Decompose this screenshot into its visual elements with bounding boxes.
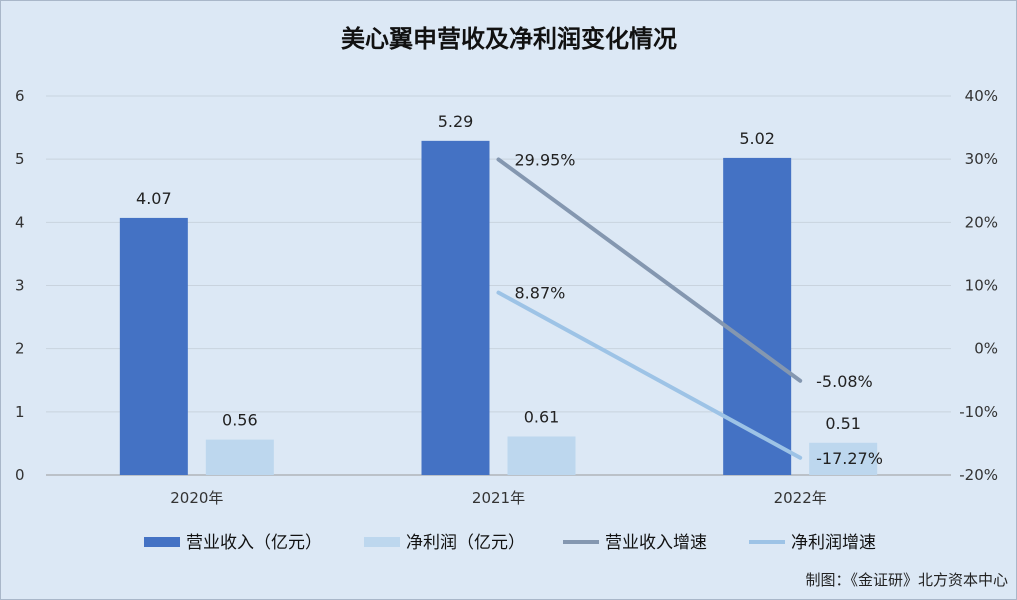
bar: [119, 217, 188, 475]
bar-data-label: 0.51: [825, 414, 861, 433]
y-tick-label: 2: [15, 340, 25, 358]
growth-lines: [496, 157, 803, 460]
y-tick-label: 4: [15, 213, 25, 231]
bar: [809, 442, 878, 475]
y-tick-label: 5: [15, 150, 25, 168]
x-tick-label: 2021年: [472, 489, 525, 507]
bar: [723, 157, 792, 476]
y-tick-label: 3: [15, 277, 25, 295]
legend-label: 营业收入（亿元）: [186, 533, 322, 553]
y2-tick-label: -10%: [959, 403, 998, 421]
legend-swatch: [144, 537, 180, 547]
y-tick-label: 6: [15, 87, 25, 105]
bar: [421, 140, 490, 475]
y2-tick-label: 20%: [965, 213, 998, 231]
y2-tick-label: 0%: [974, 340, 998, 358]
x-tick-label: 2022年: [774, 489, 827, 507]
bar-data-label: 0.56: [222, 411, 258, 430]
y2-tick-label: -20%: [959, 466, 998, 484]
bar-data-label: 4.07: [136, 189, 172, 208]
legend-label: 营业收入增速: [605, 533, 707, 553]
x-tick-label: 2020年: [170, 489, 223, 507]
line-data-label: -17.27%: [816, 449, 883, 468]
series-line: [496, 290, 803, 460]
bar-data-label: 5.29: [438, 112, 474, 131]
axes: 0 1 2 3 4 5 6 -20% -10% 0% 10% 20% 30% 40% 2020年 2021年 2…: [15, 87, 998, 507]
line-data-label: 29.95%: [515, 150, 576, 169]
y-tick-label: 0: [15, 466, 25, 484]
legend-label: 净利润（亿元）: [406, 533, 525, 553]
bar: [507, 436, 576, 475]
bar: [205, 439, 274, 475]
line-data-label: 8.87%: [515, 284, 566, 303]
legend-label: 净利润增速: [791, 533, 876, 553]
chart-title: 美心翼申营收及净利润变化情况: [341, 25, 677, 53]
data-labels: 4.07 5.29 5.02 0.56 0.61 0.51 29.95% -5.08% 8.87…: [136, 112, 883, 468]
series-line: [496, 157, 803, 383]
bar-data-label: 5.02: [739, 129, 775, 148]
credit-text: 制图：《金证研》北方资本中心: [805, 571, 1008, 589]
legend: 营业收入（亿元） 净利润（亿元） 营业收入增速 净利润增速: [144, 533, 876, 553]
y2-tick-label: 30%: [965, 150, 998, 168]
y-tick-label: 1: [15, 403, 25, 421]
bar-data-label: 0.61: [524, 407, 560, 426]
y2-tick-label: 10%: [965, 277, 998, 295]
line-data-label: -5.08%: [816, 372, 873, 391]
legend-swatch: [364, 537, 400, 547]
y2-tick-label: 40%: [965, 87, 998, 105]
